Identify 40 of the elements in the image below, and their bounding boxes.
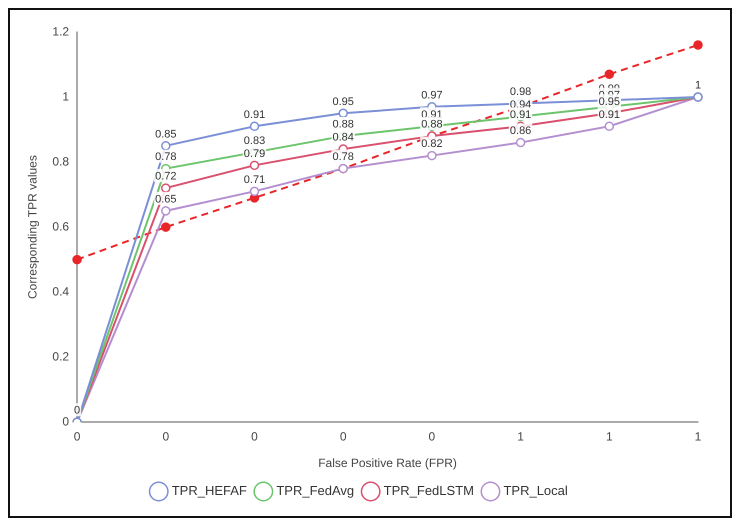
data-label: 0.91 <box>244 108 266 121</box>
y-axis-title: Corresponding TPR values <box>26 155 40 300</box>
data-label: 0.98 <box>510 86 532 98</box>
data-label: 0 <box>74 404 80 417</box>
x-axis-title: False Positive Rate (FPR) <box>318 456 457 470</box>
y-tick-label: 0.4 <box>52 284 70 298</box>
data-label: 0.86 <box>510 125 532 138</box>
data-label: 0.82 <box>421 138 443 150</box>
data-label: 0.72 <box>155 170 176 183</box>
data-label: 0.91 <box>510 108 532 121</box>
data-label: 0.85 <box>155 128 176 140</box>
data-label: 0.71 <box>244 174 266 186</box>
y-tick-label: 0.6 <box>52 219 70 234</box>
data-label: 0.78 <box>332 151 354 164</box>
data-label: 0.97 <box>421 89 443 102</box>
data-label: 0.88 <box>332 118 354 131</box>
x-tick-label: 0 <box>340 430 347 444</box>
data-label: 0.65 <box>155 193 176 206</box>
x-tick-label: 0 <box>162 430 170 444</box>
data-label: 0.78 <box>155 151 176 164</box>
y-tick-label: 1.2 <box>52 24 70 38</box>
x-tick-label: 1 <box>606 430 613 444</box>
data-label: 0.88 <box>421 118 443 131</box>
y-tick-label: 0.2 <box>52 349 70 364</box>
legend-label: TPR_HEFAF <box>172 483 247 498</box>
y-tick-label: 0 <box>62 414 70 429</box>
legend-label: TPR_FedAvg <box>276 483 354 498</box>
x-tick-label: 0 <box>251 430 258 444</box>
legend-label: TPR_Local <box>503 483 568 498</box>
data-label: 1 <box>694 80 702 92</box>
data-label: 0.91 <box>421 108 443 121</box>
x-tick-label: 0 <box>428 430 436 444</box>
data-label: 0.95 <box>332 96 354 108</box>
y-tick-label: 0.8 <box>52 154 70 168</box>
y-tick-label: 1 <box>62 89 70 104</box>
x-tick-label: 0 <box>74 430 81 444</box>
x-tick-label: 1 <box>517 430 524 444</box>
x-tick-label: 1 <box>694 430 702 444</box>
legend-label: TPR_FedLSTM <box>384 483 474 498</box>
data-label: 0.83 <box>244 134 266 147</box>
